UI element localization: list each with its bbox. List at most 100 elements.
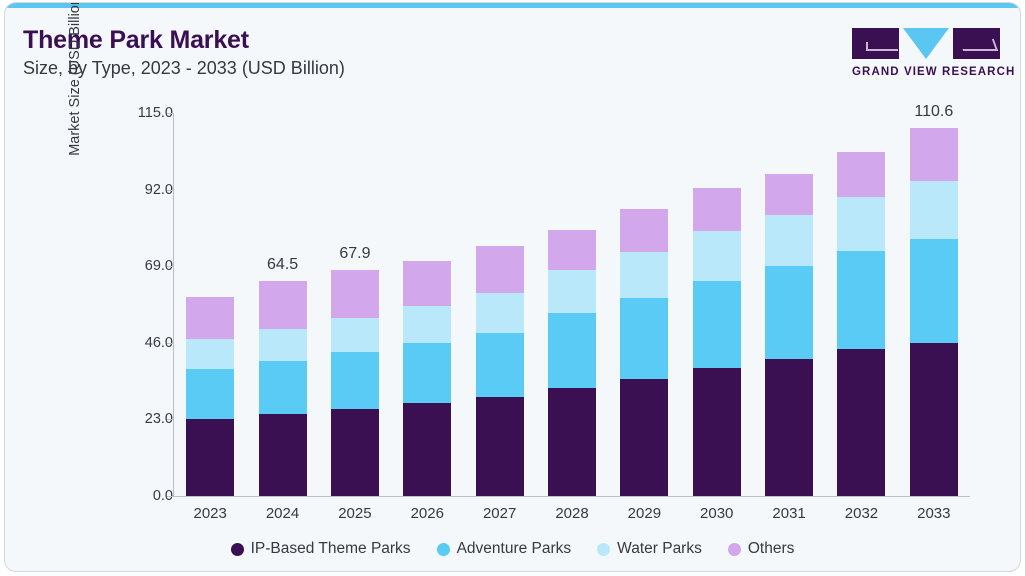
grand-view-research-logo: GRAND VIEW RESEARCH: [852, 28, 1016, 78]
bar-segment[interactable]: [403, 343, 452, 404]
legend-swatch-icon: [597, 542, 611, 556]
bar-column[interactable]: [403, 260, 452, 496]
bar-segment[interactable]: [909, 343, 958, 496]
bar-segment[interactable]: [258, 281, 307, 329]
bar-column[interactable]: 64.5: [258, 256, 307, 496]
bar-segment[interactable]: [765, 359, 814, 496]
logo-block-right-icon: [952, 28, 1001, 59]
bar-segment[interactable]: [186, 339, 235, 369]
bar-segment[interactable]: [475, 292, 524, 334]
bar-segment[interactable]: [692, 188, 741, 231]
x-axis-line: [173, 496, 970, 497]
legend-swatch-icon: [436, 542, 450, 556]
legend-item[interactable]: Water Parks: [597, 540, 702, 558]
bar-column[interactable]: [620, 208, 669, 496]
bar-segment[interactable]: [909, 127, 958, 181]
x-axis-tick-label: 2030: [700, 505, 734, 522]
page-title: Theme Park Market: [23, 26, 249, 54]
bar-segment[interactable]: [837, 151, 886, 197]
bar-segment[interactable]: [620, 297, 669, 379]
x-axis-tick-label: 2032: [844, 505, 879, 522]
y-axis-tick-mark: [167, 419, 174, 421]
y-axis-tick-mark: [167, 189, 174, 191]
bar-column[interactable]: [475, 245, 524, 496]
bar-segment[interactable]: [330, 408, 379, 496]
x-axis-tick-label: 2028: [555, 505, 589, 522]
bar-segment[interactable]: [186, 368, 235, 419]
logo-wordmark: GRAND VIEW RESEARCH: [852, 66, 1016, 78]
bar-segment[interactable]: [909, 239, 958, 344]
y-axis-title: Market Size (USD Billion): [67, 2, 83, 189]
legend-item[interactable]: Adventure Parks: [436, 540, 572, 558]
y-axis-title-text: Market Size (USD Billion): [67, 2, 83, 156]
y-axis-tick-label: 23.0: [144, 411, 173, 428]
y-axis-tick-label: 115.0: [137, 105, 173, 121]
bar-segment[interactable]: [548, 230, 596, 271]
bar-segment[interactable]: [403, 260, 452, 306]
bar-segment[interactable]: [258, 328, 307, 361]
bar-column[interactable]: [837, 151, 886, 496]
x-axis-tick-label: 2033: [917, 505, 951, 522]
bar-segment[interactable]: [403, 305, 452, 344]
bar-column[interactable]: [765, 174, 814, 496]
logo-triangle-icon: [903, 28, 950, 59]
bar-segment[interactable]: [186, 418, 235, 496]
y-axis-tick-label: 69.0: [144, 258, 173, 275]
x-axis-tick-label: 2027: [482, 505, 517, 522]
bar-column[interactable]: [548, 230, 596, 496]
bar-segment[interactable]: [548, 388, 596, 496]
bar-segment[interactable]: [475, 245, 524, 293]
bar-segment[interactable]: [330, 352, 379, 409]
x-axis-tick-label: 2029: [627, 505, 662, 522]
y-axis-tick-mark: [167, 113, 174, 114]
bar-column[interactable]: 110.6: [909, 103, 958, 496]
bar-segment[interactable]: [909, 180, 958, 240]
bar-total-label: 110.6: [914, 102, 954, 120]
bar-segment[interactable]: [620, 251, 669, 298]
bar-segment[interactable]: [837, 349, 886, 496]
bar-total-label: 64.5: [266, 256, 299, 274]
chart-legend: IP-Based Theme Parks Adventure Parks Water…: [5, 540, 1020, 558]
bar-segment[interactable]: [403, 403, 452, 496]
bar-segment[interactable]: [765, 174, 814, 216]
bar-segment[interactable]: [837, 250, 886, 350]
bar-column[interactable]: [692, 188, 741, 496]
card-accent-bar: [5, 3, 1020, 8]
y-axis-tick-label: 92.0: [144, 181, 173, 198]
y-axis-tick-mark: [167, 266, 174, 268]
x-axis-tick-label: 2023: [193, 505, 227, 522]
bar-segment[interactable]: [330, 269, 379, 318]
legend-item[interactable]: IP-Based Theme Parks: [230, 540, 411, 558]
x-axis-tick-label: 2026: [410, 505, 444, 522]
bar-segment[interactable]: [548, 270, 596, 314]
bar-series-group: 64.5 67.9 110.6: [174, 103, 970, 496]
legend-label: Others: [747, 540, 795, 557]
bar-segment[interactable]: [258, 414, 307, 496]
legend-item[interactable]: Others: [727, 540, 795, 558]
bar-column[interactable]: [186, 297, 235, 496]
bar-segment[interactable]: [692, 368, 741, 496]
legend-label: Water Parks: [617, 540, 702, 557]
bar-segment[interactable]: [330, 317, 379, 353]
bar-segment[interactable]: [475, 333, 524, 397]
bar-segment[interactable]: [765, 215, 814, 267]
chart-card: Theme Park Market Size, by Type, 2023 - …: [4, 2, 1021, 572]
page-subtitle: Size, by Type, 2023 - 2033 (USD Billion): [23, 58, 345, 78]
x-axis-tick-label: 2025: [338, 505, 372, 522]
logo-block-left-icon: [852, 28, 900, 59]
bar-segment[interactable]: [620, 378, 669, 496]
bar-segment[interactable]: [692, 230, 741, 281]
bar-column[interactable]: 67.9: [330, 245, 379, 496]
bar-segment[interactable]: [692, 280, 741, 369]
legend-label: Adventure Parks: [456, 540, 572, 557]
y-axis-tick-label: 0.0: [152, 488, 173, 504]
bar-segment[interactable]: [475, 396, 524, 496]
bar-segment[interactable]: [620, 208, 669, 252]
bar-segment[interactable]: [837, 196, 886, 251]
bar-segment[interactable]: [186, 297, 235, 340]
bar-segment[interactable]: [548, 313, 596, 389]
y-axis-tick-mark: [167, 496, 174, 497]
bar-segment[interactable]: [765, 266, 814, 360]
y-axis-tick-label: 46.0: [144, 334, 173, 351]
bar-segment[interactable]: [258, 360, 307, 415]
